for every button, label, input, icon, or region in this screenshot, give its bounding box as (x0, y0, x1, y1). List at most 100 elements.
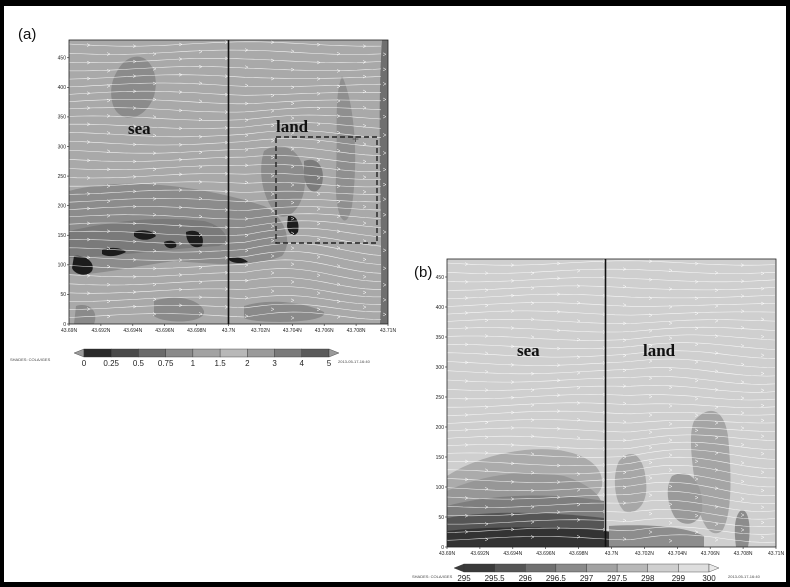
streamline (447, 394, 776, 401)
streamline-arrow (576, 472, 581, 476)
streamline-arrow (178, 126, 183, 131)
streamline-arrow (648, 296, 653, 300)
colorbar-bin (586, 563, 618, 573)
streamline-arrow (132, 159, 137, 164)
streamline-arrow (622, 485, 627, 490)
streamline-arrow (648, 493, 653, 497)
x-tick-label: 43.69N (61, 328, 78, 334)
streamline-arrow (760, 334, 765, 339)
colorbar-label: 0.5 (133, 359, 145, 368)
streamline-arrow (244, 199, 249, 203)
streamline-arrow (648, 413, 653, 417)
streamline-arrow (244, 180, 249, 185)
streamline (69, 49, 382, 55)
streamline-arrow (270, 138, 275, 143)
streamline-arrow (106, 167, 111, 172)
streamline-arrow (556, 276, 561, 281)
streamline-arrow (290, 49, 295, 53)
streamline-arrow (694, 261, 699, 266)
streamline-arrow (290, 131, 295, 135)
streamline-arrow (464, 296, 469, 300)
streamline-arrow (760, 371, 765, 376)
streamline-arrow (464, 443, 469, 447)
streamline-arrow (530, 434, 535, 438)
streamline-arrow (694, 477, 699, 481)
streamline-arrow (362, 124, 367, 128)
streamline-arrow (464, 397, 469, 401)
streamline-arrow (382, 213, 387, 217)
colorbar-bin (463, 563, 495, 573)
streamline-arrow (106, 131, 111, 135)
streamline-arrow (244, 263, 249, 267)
streamline-arrow (760, 403, 765, 408)
streamline-arrow (760, 418, 765, 423)
streamline-arrow (316, 77, 321, 81)
streamline-arrow (622, 438, 627, 443)
streamline-arrow (382, 97, 387, 102)
streamline-arrow (484, 388, 489, 392)
streamline-arrow (316, 307, 321, 312)
streamline-arrow (760, 271, 765, 276)
panel-a-highlight-box (275, 136, 378, 244)
streamline-arrow (336, 229, 341, 234)
streamline-arrow (556, 495, 561, 499)
streamline (447, 385, 776, 393)
streamline-arrow (668, 539, 673, 543)
streamline-arrow (464, 459, 469, 464)
streamline-arrow (622, 470, 627, 475)
streamline-arrow (362, 74, 367, 79)
streamline-arrow (760, 488, 765, 493)
streamline-arrow (382, 312, 387, 317)
colorbar-label: 299 (672, 574, 686, 582)
streamline-arrow (714, 451, 719, 455)
y-tick-label: 350 (58, 115, 67, 121)
streamline-arrow (714, 538, 719, 542)
streamline-arrow (152, 213, 157, 217)
streamline-arrow (290, 316, 295, 320)
streamline-arrow (336, 99, 341, 103)
streamline-arrow (622, 501, 627, 505)
streamline-arrow (178, 287, 183, 292)
streamline-arrow (362, 159, 367, 164)
streamline-arrow (576, 319, 581, 323)
streamline (69, 107, 382, 113)
streamline-arrow (740, 294, 745, 298)
streamline-arrow (178, 108, 183, 113)
streamline-arrow (382, 82, 387, 86)
streamline-arrow (622, 284, 627, 289)
y-tick-label: 300 (436, 365, 445, 371)
streamline-arrow (740, 479, 745, 484)
streamline-arrow (336, 264, 341, 268)
streamline (447, 534, 776, 543)
streamline-arrow (244, 65, 249, 69)
streamline-arrow (576, 436, 581, 440)
streamline-arrow (484, 303, 489, 308)
streamline (447, 402, 776, 408)
streamline-arrow (668, 521, 673, 525)
x-tick-label: 43.706N (701, 551, 720, 557)
streamline-arrow (576, 454, 581, 459)
x-tick-label: 43.698N (569, 551, 588, 557)
streamline-arrow (510, 410, 515, 415)
streamline-arrow (316, 255, 321, 259)
streamline-arrow (316, 273, 321, 278)
streamline-arrow (556, 261, 561, 266)
streamline (447, 293, 776, 299)
streamline-arrow (290, 116, 295, 120)
streamline-arrow (382, 283, 387, 287)
panel-a-sea-label: sea (128, 119, 151, 138)
streamline-arrow (270, 174, 275, 178)
streamline-arrow (178, 157, 183, 162)
streamline-arrow (178, 143, 183, 147)
y-tick-label: 400 (436, 305, 445, 311)
streamline-arrow (510, 497, 515, 501)
colorbar-bin (301, 348, 330, 358)
streamline-arrow (244, 217, 249, 221)
streamline-arrow (244, 233, 249, 238)
streamline-arrow (132, 44, 137, 48)
streamline-arrow (336, 315, 341, 319)
streamline-arrow (484, 334, 489, 338)
streamline-arrow (86, 76, 91, 81)
colorbar-label: 5 (327, 359, 332, 368)
streamline-arrow (668, 438, 673, 442)
